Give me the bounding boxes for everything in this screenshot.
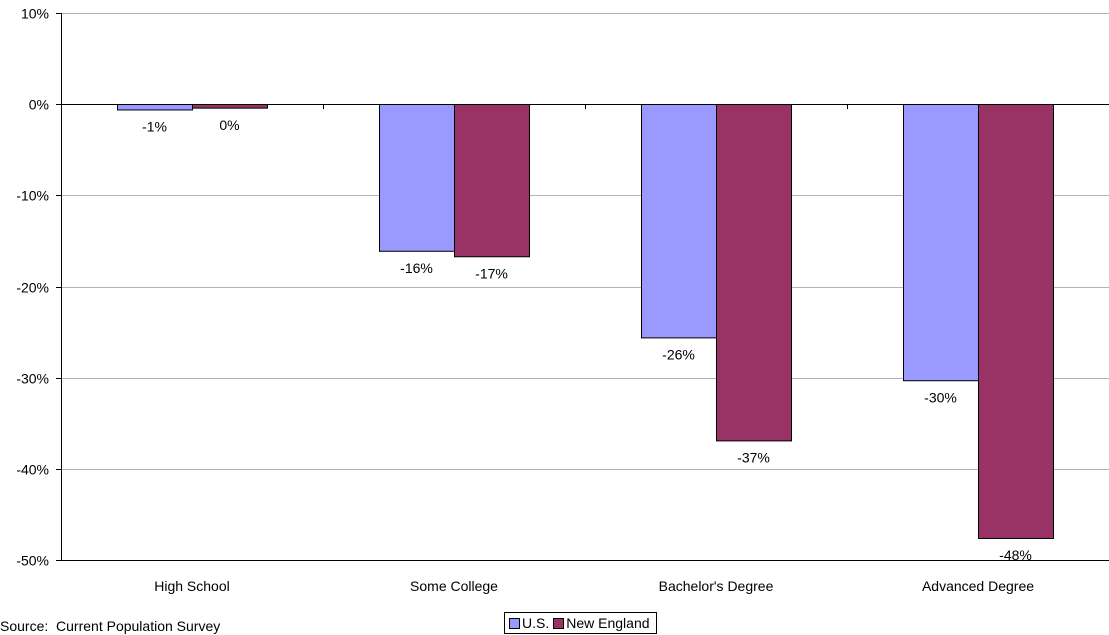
- source-note: Source: Current Population Survey: [0, 618, 221, 634]
- legend-label-us: U.S.: [522, 615, 550, 631]
- bar: [192, 104, 268, 109]
- gridlines: [61, 13, 1109, 470]
- data-label: -37%: [737, 450, 770, 466]
- bar: [641, 104, 717, 339]
- y-tick-label: -40%: [16, 462, 49, 478]
- x-tick-label: Some College: [410, 578, 498, 594]
- y-tick-label: -10%: [16, 188, 49, 204]
- data-label: -16%: [400, 260, 433, 276]
- data-labels: -1% 0% -16% -17% -26% -37% -30% -48%: [142, 117, 1032, 563]
- x-tick-label: High School: [154, 578, 230, 594]
- legend-item-new-england: New England: [553, 615, 650, 631]
- data-label: -1%: [142, 119, 167, 135]
- bar: [379, 104, 455, 252]
- bar: [978, 104, 1054, 539]
- tick-labels: 10% 0% -10% -20% -30% -40% -50% High School Some…: [16, 6, 1034, 595]
- axes: [56, 13, 1109, 561]
- legend-item-us: U.S.: [509, 615, 549, 631]
- bar: [716, 104, 792, 442]
- data-label: -30%: [924, 389, 957, 405]
- data-label: 0%: [219, 117, 239, 133]
- y-tick-label: -50%: [16, 553, 49, 569]
- bars: [117, 104, 1054, 539]
- bar: [903, 104, 979, 382]
- bar: [454, 104, 530, 258]
- y-tick-label: 0%: [29, 97, 49, 113]
- data-label: -48%: [999, 547, 1032, 563]
- y-tick-label: -30%: [16, 371, 49, 387]
- y-tick-label: 10%: [21, 6, 49, 22]
- y-tick-label: -20%: [16, 280, 49, 296]
- x-tick-label: Advanced Degree: [922, 578, 1034, 594]
- bar: [117, 104, 193, 111]
- data-label: -17%: [475, 265, 508, 281]
- legend-swatch-new-england: [553, 617, 565, 629]
- legend: U.S. New England: [504, 612, 657, 634]
- data-label: -26%: [662, 347, 695, 363]
- x-tick-label: Bachelor's Degree: [659, 578, 774, 594]
- bar-chart: 10% 0% -10% -20% -30% -40% -50% High School Some…: [16, 6, 1109, 595]
- legend-label-new-england: New England: [566, 615, 650, 631]
- legend-swatch-us: [509, 617, 520, 629]
